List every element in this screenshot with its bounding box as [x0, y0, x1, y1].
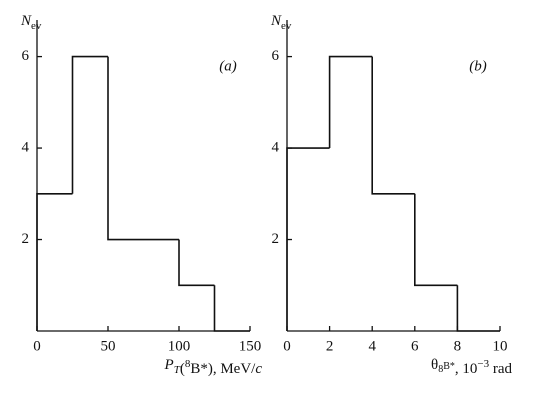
x-axis-label: PT(8B*), MeV/c: [164, 357, 263, 377]
y-axis-label-main: N: [20, 13, 32, 29]
histogram-bar: [328, 55, 373, 149]
y-tick-label: 2: [22, 231, 30, 247]
panel-label: (a): [219, 58, 237, 74]
histogram-bar: [36, 192, 73, 331]
x-axis-label-part: (: [180, 361, 185, 377]
histogram-bar: [456, 285, 500, 332]
x-tick-label: 4: [368, 338, 376, 354]
y-axis-label: Nev: [20, 13, 42, 31]
x-axis-label-part: θ: [431, 357, 438, 373]
y-axis-label: Nev: [270, 13, 292, 31]
histogram-bar: [414, 193, 458, 287]
x-axis-label-part: B*), MeV/: [190, 361, 256, 377]
y-tick-label: 2: [272, 231, 280, 247]
y-axis-label-sub: ev: [31, 20, 42, 32]
x-tick-label: 0: [33, 338, 41, 354]
x-axis-label-part: −3: [477, 358, 489, 370]
x-axis-label-part: c: [255, 361, 262, 377]
x-tick-label: 150: [239, 338, 262, 354]
x-axis-label-part: P: [164, 357, 174, 373]
y-tick-label: 6: [22, 48, 30, 64]
panel-label: (b): [469, 58, 487, 74]
histogram-bar: [71, 55, 108, 194]
x-tick-label: 6: [411, 338, 419, 354]
histogram-bar: [371, 56, 415, 195]
histogram-bar: [107, 56, 144, 241]
x-tick-label: 10: [493, 338, 508, 354]
y-tick-label: 4: [22, 139, 30, 155]
x-tick-label: 2: [326, 338, 334, 354]
x-axis-label-part: , 10: [455, 361, 478, 377]
x-axis-label: θ8B*, 10−3 rad: [431, 357, 512, 377]
x-axis-label-part: 8: [438, 364, 443, 375]
histogram-bar: [286, 147, 330, 331]
y-axis-label-main: N: [270, 13, 282, 29]
histogram-bar: [178, 239, 215, 287]
x-tick-label: 100: [168, 338, 191, 354]
x-axis-label-part: T: [174, 364, 181, 376]
x-tick-label: 50: [101, 338, 116, 354]
y-tick-label: 6: [272, 48, 280, 64]
x-axis-label-part: B*: [443, 361, 455, 372]
y-tick-label: 4: [272, 139, 280, 155]
histogram-bar: [213, 285, 250, 332]
x-tick-label: 0: [283, 338, 291, 354]
x-tick-label: 8: [454, 338, 462, 354]
x-axis-label-part: 8: [185, 358, 191, 370]
y-axis-label-sub: ev: [281, 20, 292, 32]
x-axis-label-part: rad: [489, 361, 512, 377]
